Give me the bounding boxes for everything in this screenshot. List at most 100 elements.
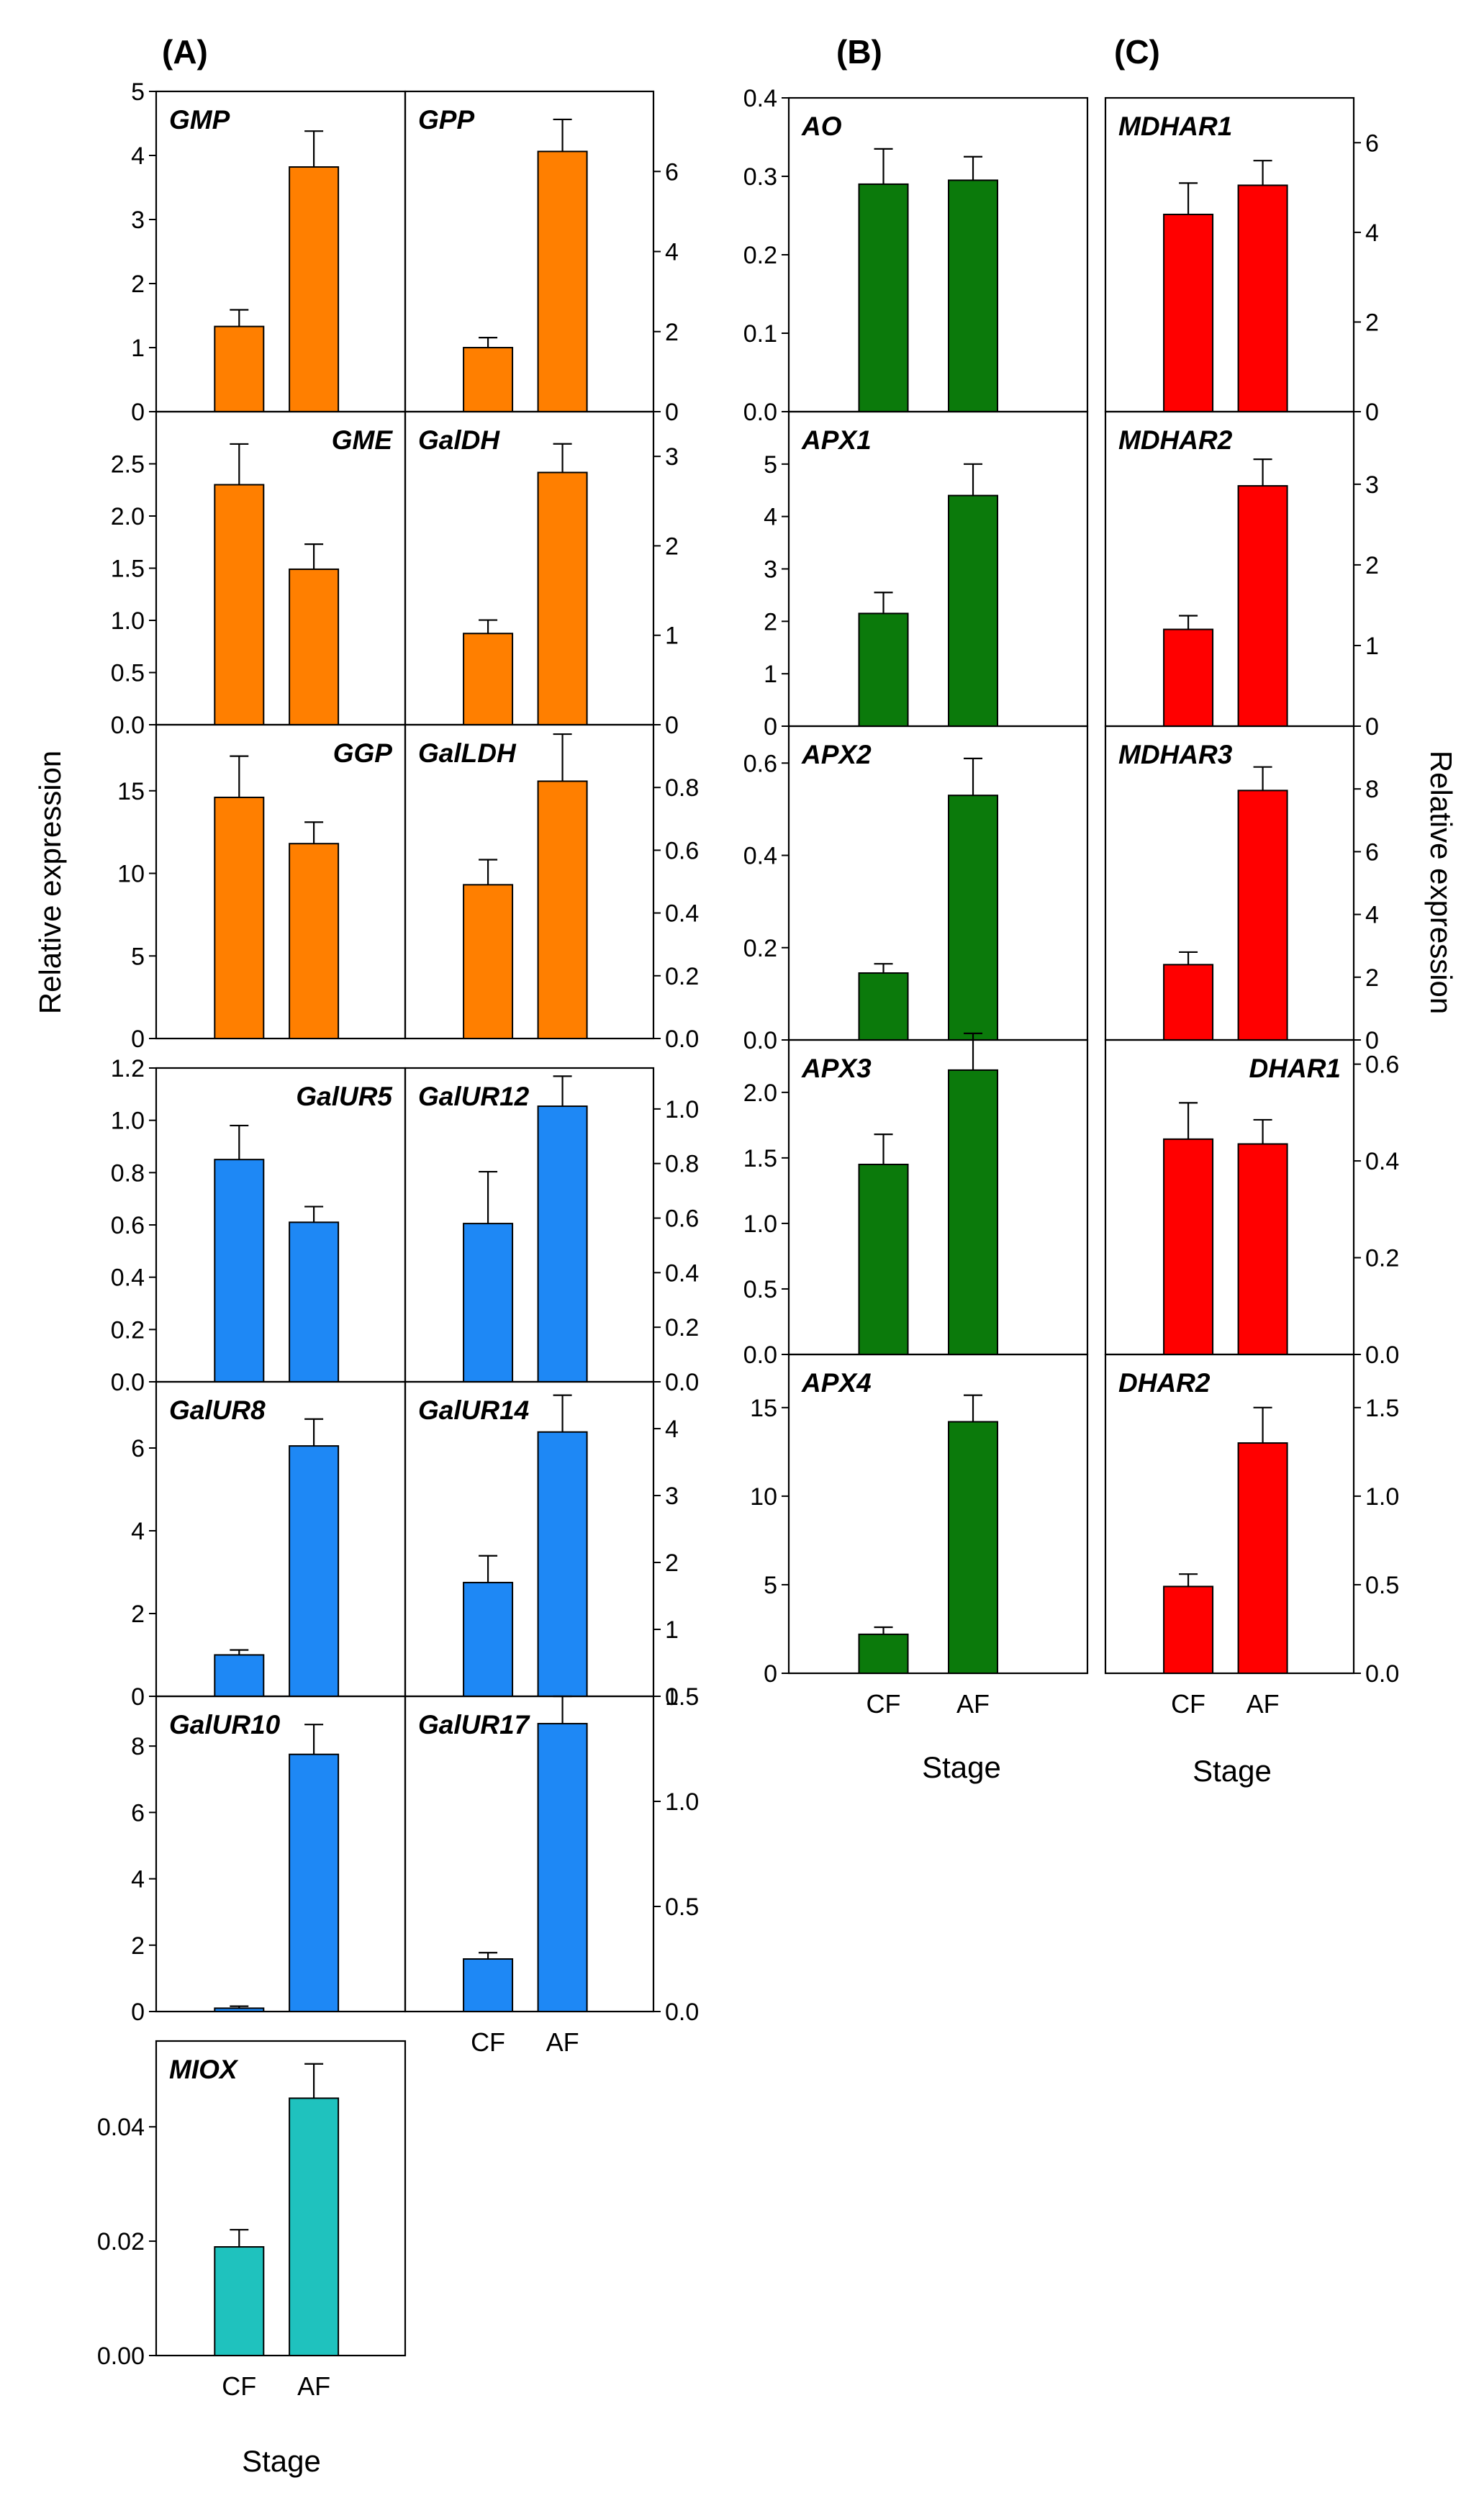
- bar-galur17-af: [537, 1722, 588, 2012]
- y-tick-label-apx2-1: 0.2: [743, 935, 777, 962]
- bar-dhar1-af: [1237, 1143, 1288, 1355]
- y-tick-label-mdhar2-1: 1: [1365, 633, 1379, 660]
- bar-mdhar1-cf: [1163, 213, 1214, 412]
- panel-galur12: 0.0 0.2 0.4 0.6 0.8 1.0 GalUR12: [404, 1067, 699, 1396]
- panel-apx2: 0.0 0.2 0.4 0.6 APX2: [743, 725, 1089, 1054]
- gene-label-ao: AO: [801, 112, 842, 141]
- y-tick-label-galdh-2: 2: [665, 533, 679, 560]
- y-tick-label-galur10-1: 2: [131, 1932, 145, 1960]
- bar-galur5-cf: [214, 1159, 265, 1383]
- bar-dhar2-af: [1237, 1442, 1288, 1674]
- bar-ao-af: [948, 179, 999, 412]
- y-tick-label-mdhar3-0: 0: [1365, 1027, 1379, 1054]
- y-tick-label-gme-0: 0.0: [111, 712, 145, 739]
- bar-galdh-af: [537, 471, 588, 725]
- panel-mdhar2: 0 1 2 3 MDHAR2: [1104, 410, 1379, 741]
- panel-mdhar1: 0 2 4 6 MDHAR1: [1104, 96, 1379, 426]
- y-tick-label-miox-2: 0.04: [97, 2114, 145, 2141]
- bar-galur5-af: [289, 1221, 340, 1383]
- y-tick-label-apx3-1: 0.5: [743, 1276, 777, 1303]
- panel-letter-b: (B): [836, 33, 882, 71]
- y-tick-label-galur17-1: 0.5: [665, 1893, 699, 1921]
- bar-apx2-cf: [858, 972, 909, 1041]
- x-category-label-apx4-cf: CF: [867, 1689, 901, 1719]
- bar-apx4-cf: [858, 1633, 909, 1674]
- y-tick-label-galur10-0: 0: [131, 1999, 145, 2026]
- panel-frame-apx4: [787, 1353, 1089, 1675]
- y-tick-label-dhar1-3: 0.6: [1365, 1051, 1399, 1079]
- y-tick-label-galur8-3: 6: [131, 1435, 145, 1462]
- x-axis-title-c: Stage: [1193, 1754, 1272, 1788]
- bar-apx1-cf: [858, 612, 909, 727]
- bar-apx4-af: [948, 1421, 999, 1674]
- bar-gmp-af: [289, 166, 340, 413]
- y-tick-label-galdh-1: 1: [665, 623, 679, 650]
- panel-mdhar3: 0 2 4 6 8 MDHAR3: [1104, 725, 1379, 1054]
- y-tick-label-galldh-2: 0.4: [665, 900, 699, 928]
- gene-label-mdhar2: MDHAR2: [1118, 425, 1233, 455]
- panel-frame-galur5: [155, 1067, 407, 1383]
- y-tick-label-galur17-0: 0.0: [665, 1999, 699, 2026]
- bar-gme-af: [289, 568, 340, 726]
- annotations-layer: (A) (B) (C) Relative expression Relative…: [33, 33, 1458, 2478]
- y-tick-label-mdhar2-0: 0: [1365, 713, 1379, 741]
- y-tick-label-mdhar1-0: 0: [1365, 399, 1379, 426]
- y-tick-label-gpp-2: 4: [665, 239, 679, 266]
- panel-frame-galur12: [404, 1067, 655, 1383]
- gene-label-galur5: GalUR5: [296, 1082, 393, 1111]
- gene-label-galur10: GalUR10: [169, 1710, 281, 1739]
- y-tick-label-galur14-0: 0: [665, 1683, 679, 1711]
- y-tick-label-galur12-1: 0.2: [665, 1314, 699, 1341]
- panel-frame-gme: [155, 410, 407, 726]
- panel-frame-ao: [787, 96, 1089, 413]
- panel-frame-gpp: [404, 90, 655, 413]
- y-tick-label-mdhar3-3: 6: [1365, 838, 1379, 866]
- y-tick-label-mdhar2-3: 3: [1365, 471, 1379, 499]
- y-tick-label-gme-2: 1.0: [111, 607, 145, 635]
- y-tick-label-galur10-4: 8: [131, 1733, 145, 1760]
- y-tick-label-apx1-5: 5: [764, 451, 777, 479]
- gene-label-dhar1: DHAR1: [1249, 1054, 1341, 1083]
- y-tick-label-gpp-3: 6: [665, 158, 679, 186]
- panel-frame-galur17: [404, 1695, 655, 2013]
- y-tick-label-dhar2-2: 1.0: [1365, 1483, 1399, 1511]
- y-tick-label-galur5-0: 0.0: [111, 1369, 145, 1396]
- bar-apx1-af: [948, 494, 999, 727]
- y-tick-label-apx3-3: 1.5: [743, 1145, 777, 1172]
- gene-label-galur17: GalUR17: [418, 1710, 531, 1739]
- panel-dhar1: 0.0 0.2 0.4 0.6 DHAR1: [1104, 1039, 1399, 1369]
- bar-gpp-af: [537, 150, 588, 412]
- panel-miox: 0.00 0.02 0.04 MIOX CF AF: [97, 2040, 407, 2401]
- y-tick-label-apx2-2: 0.4: [743, 843, 777, 870]
- panel-frame-galdh: [404, 410, 655, 726]
- y-tick-label-galur5-2: 0.4: [111, 1264, 145, 1292]
- panel-gpp: 0 2 4 6 GPP: [404, 90, 679, 426]
- x-category-label-galur17-af: AF: [546, 2027, 579, 2057]
- y-tick-label-ggp-3: 15: [117, 778, 145, 805]
- x-category-label-miox-af: AF: [297, 2371, 330, 2401]
- y-tick-label-apx1-4: 4: [764, 504, 777, 531]
- y-tick-label-apx2-0: 0.0: [743, 1027, 777, 1054]
- bar-apx3-cf: [858, 1163, 909, 1355]
- panel-frame-apx1: [787, 410, 1089, 728]
- x-category-label-miox-cf: CF: [222, 2371, 256, 2401]
- gene-label-galdh: GalDH: [418, 425, 500, 455]
- panel-frame-miox: [155, 2040, 407, 2357]
- bar-mdhar1-af: [1237, 184, 1288, 412]
- gene-label-galur8: GalUR8: [169, 1395, 266, 1425]
- y-tick-label-gmp-0: 0: [131, 399, 145, 426]
- bar-galur10-af: [289, 1753, 340, 2013]
- panel-galur17: 0.0 0.5 1.0 1.5 GalUR17 CF AF: [404, 1683, 699, 2057]
- gene-label-galur12: GalUR12: [418, 1082, 530, 1111]
- y-tick-label-galur12-3: 0.6: [665, 1205, 699, 1233]
- panel-frame-dhar1: [1104, 1039, 1355, 1356]
- panel-galur10: 0 2 4 6 8 GalUR10: [131, 1695, 407, 2026]
- y-tick-label-galldh-3: 0.6: [665, 837, 699, 864]
- y-tick-label-galur17-3: 1.5: [665, 1683, 699, 1711]
- panel-ao: 0.0 0.1 0.2 0.3 0.4 AO: [743, 85, 1089, 426]
- y-tick-label-gme-1: 0.5: [111, 660, 145, 687]
- y-tick-label-apx3-0: 0.0: [743, 1341, 777, 1369]
- panels-layer: 0 1 2 3 4 5 GMP 0 2 4 6 GPP 0.0 0.5 1.0 1.5 2.0 2.5 GME 0 1 2…: [97, 78, 1399, 2401]
- gene-label-gmp: GMP: [169, 105, 230, 135]
- y-tick-label-galldh-4: 0.8: [665, 774, 699, 802]
